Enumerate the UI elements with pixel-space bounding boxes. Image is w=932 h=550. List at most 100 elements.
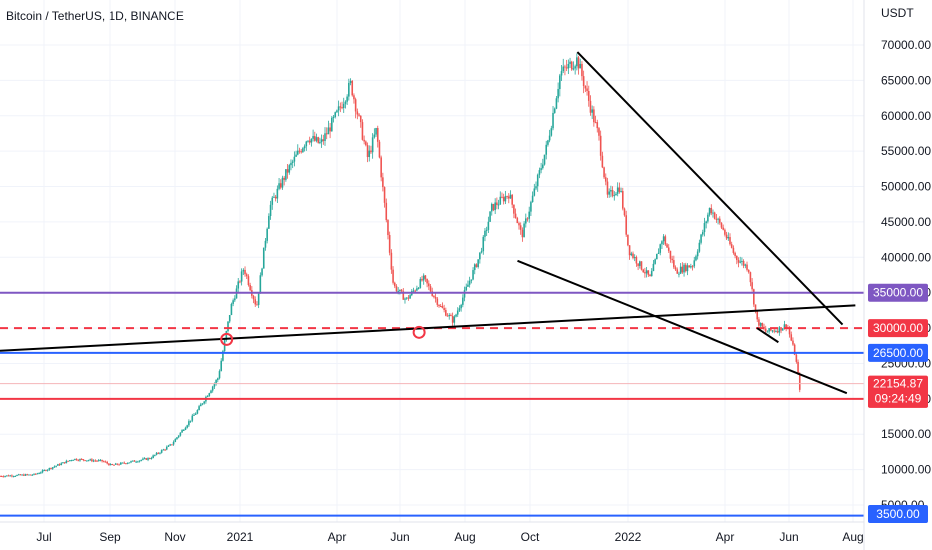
candle-body bbox=[601, 155, 604, 168]
candle-body bbox=[584, 86, 587, 89]
candle-body bbox=[359, 115, 362, 123]
candle-body bbox=[696, 251, 699, 257]
candle-body bbox=[705, 221, 707, 224]
candle-body bbox=[154, 454, 156, 456]
trendline[interactable] bbox=[517, 259, 848, 395]
candle-body bbox=[261, 268, 263, 276]
candle-body bbox=[244, 269, 246, 275]
candle-body bbox=[698, 242, 701, 252]
candle-body bbox=[43, 470, 46, 472]
candle-body bbox=[371, 137, 374, 153]
candle-body bbox=[222, 351, 224, 361]
candle-body bbox=[0, 475, 1, 477]
x-tick-label: Jun bbox=[390, 530, 409, 544]
candle-body bbox=[12, 476, 15, 478]
candle-body bbox=[346, 96, 348, 102]
level-badge[interactable] bbox=[868, 319, 928, 338]
candle-body bbox=[627, 234, 629, 246]
candle-body bbox=[182, 429, 185, 431]
circle-marker bbox=[412, 325, 426, 339]
candle-body bbox=[380, 157, 382, 178]
candle-body bbox=[511, 194, 513, 205]
candle-body bbox=[538, 170, 541, 175]
last-price-badge[interactable] bbox=[868, 375, 928, 408]
candle-body bbox=[40, 472, 42, 474]
candle-body bbox=[402, 291, 405, 300]
candle-body bbox=[559, 75, 561, 90]
candle-body bbox=[279, 183, 282, 188]
candle-body bbox=[94, 460, 97, 462]
candle-body bbox=[137, 461, 139, 463]
candle-body bbox=[266, 228, 268, 241]
candle-body bbox=[106, 461, 109, 464]
candle-body bbox=[181, 430, 183, 433]
candle-body bbox=[171, 444, 173, 446]
candle-body bbox=[547, 140, 549, 145]
x-tick-label: Oct bbox=[521, 530, 540, 544]
candle-body bbox=[633, 257, 636, 259]
candle-body bbox=[227, 321, 229, 332]
candle-body bbox=[533, 188, 536, 196]
candle-body bbox=[167, 445, 170, 447]
candle-body bbox=[453, 316, 456, 323]
candle-body bbox=[758, 319, 760, 326]
trendline[interactable] bbox=[0, 304, 856, 352]
candle-body bbox=[157, 452, 160, 454]
price-axis[interactable]: USDT5000.0010000.0015000.0020000.0025000… bbox=[863, 0, 931, 550]
candle-body bbox=[596, 122, 599, 129]
candle-body bbox=[383, 187, 386, 203]
candle-body bbox=[496, 202, 498, 206]
level-badge[interactable] bbox=[868, 505, 928, 523]
candle-body bbox=[521, 229, 524, 238]
candle-body bbox=[336, 110, 338, 113]
candle-body bbox=[610, 189, 612, 192]
horizontal-levels[interactable] bbox=[0, 291, 864, 517]
candle-body bbox=[669, 250, 672, 259]
candle-body bbox=[293, 156, 296, 162]
candle-body bbox=[363, 139, 365, 142]
candle-body bbox=[642, 269, 645, 273]
level-badge[interactable] bbox=[868, 283, 928, 302]
candle-body bbox=[732, 247, 735, 253]
candle-body bbox=[426, 278, 428, 284]
candle-body bbox=[686, 265, 689, 272]
x-tick-label: Aug bbox=[842, 530, 863, 544]
candle-body bbox=[608, 191, 610, 195]
candle-body bbox=[783, 324, 786, 329]
candle-body bbox=[710, 207, 713, 214]
candle-body bbox=[531, 195, 534, 203]
candle-body bbox=[213, 383, 216, 387]
candle-body bbox=[494, 202, 496, 211]
candle-body bbox=[65, 460, 68, 464]
candle-body bbox=[438, 304, 440, 307]
candle-body bbox=[305, 141, 308, 147]
candle-body bbox=[405, 297, 408, 299]
candle-body bbox=[499, 196, 502, 205]
candle-body bbox=[365, 141, 367, 146]
candle-body bbox=[525, 218, 527, 224]
candle-body bbox=[21, 474, 23, 476]
candle-body bbox=[262, 247, 265, 269]
candle-body bbox=[751, 282, 753, 290]
time-axis[interactable]: Jul Sep Nov 2021 Apr Jun Aug Oct 2022 Apr Jun Aug bbox=[0, 521, 864, 544]
candle-body bbox=[793, 344, 796, 355]
candle-body bbox=[329, 127, 331, 132]
candle-body bbox=[409, 295, 411, 299]
candle-body bbox=[165, 446, 168, 450]
candle-body bbox=[188, 421, 190, 426]
trendlines[interactable] bbox=[0, 51, 856, 395]
level-badge[interactable] bbox=[868, 343, 928, 362]
candle-body bbox=[737, 260, 740, 263]
candle-body bbox=[232, 300, 234, 304]
trendline[interactable] bbox=[756, 327, 779, 344]
candle-body bbox=[729, 237, 731, 245]
candle-body bbox=[739, 261, 742, 263]
candle-body bbox=[155, 452, 158, 455]
candle-body bbox=[215, 380, 217, 384]
candle-body bbox=[331, 117, 333, 132]
candle-body bbox=[446, 315, 449, 317]
candle-body bbox=[45, 470, 47, 472]
candle-body bbox=[535, 186, 537, 189]
trendline[interactable] bbox=[576, 51, 844, 326]
